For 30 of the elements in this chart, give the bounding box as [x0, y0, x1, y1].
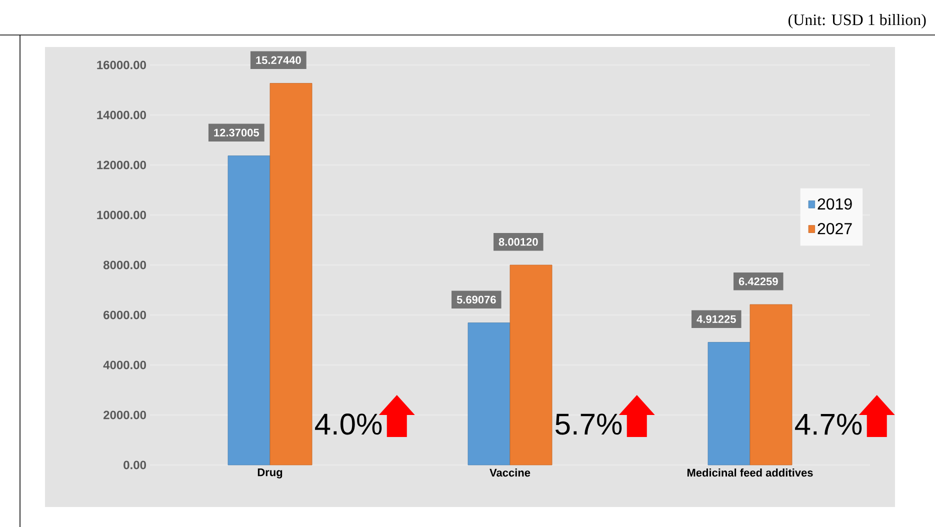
legend-label: 2027 [818, 222, 852, 234]
y-tick-label: 12000.00 [97, 160, 146, 170]
annotation: 4.7% [794, 414, 862, 435]
annotation: 15.27440 [256, 56, 301, 64]
annotation: 5.7% [556, 414, 622, 435]
annotation: 4.0% [314, 414, 382, 435]
annotation: 4.91225 [696, 315, 736, 324]
bar [468, 322, 510, 466]
y-tick-label: 2000.00 [104, 410, 146, 420]
bar [708, 342, 750, 466]
y-tick-label: 4000.00 [103, 360, 146, 370]
x-tick-label: Vaccine [490, 468, 530, 477]
x-tick-label: Drug [258, 468, 282, 478]
annotation: 8.00120 [498, 238, 538, 246]
y-tick-label: 6000.00 [104, 310, 146, 320]
bar [270, 83, 312, 466]
bar [510, 264, 552, 466]
y-tick-label: 0.00 [124, 460, 146, 470]
text: (Unit: USD 1 billion) [788, 14, 926, 28]
y-tick-label: 10000.00 [97, 210, 146, 220]
x-tick-label: Medicinal feed additives [687, 468, 813, 477]
y-tick-label: 14000.00 [97, 110, 146, 120]
annotation: 12.37005 [214, 128, 260, 137]
annotation: 6.42259 [738, 278, 778, 286]
annotation: 5.69076 [456, 296, 496, 304]
legend-label: 2019 [818, 198, 852, 210]
bar [750, 304, 792, 466]
y-tick-label: 16000.00 [97, 60, 146, 70]
bar [228, 156, 270, 466]
y-tick-label: 8000.00 [103, 260, 146, 270]
